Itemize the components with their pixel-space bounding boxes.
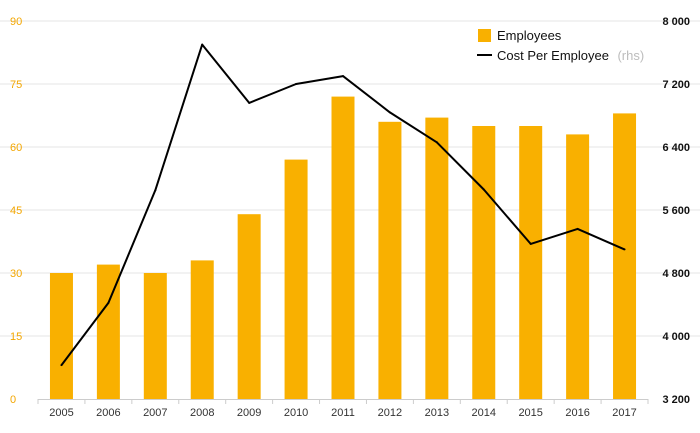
- line-point-2013: [435, 141, 438, 144]
- right-axis-tick-label: 4 000: [662, 331, 690, 343]
- x-axis-tick-label: 2016: [565, 407, 589, 419]
- cost-per-employee-line: [60, 43, 626, 367]
- bar-2006: [96, 264, 120, 399]
- x-axis-tick-label: 2008: [190, 407, 214, 419]
- bar-2012: [378, 121, 402, 400]
- legend: Employees Cost Per Employee (rhs): [477, 28, 644, 64]
- bar-2015: [519, 126, 543, 399]
- line-point-2016: [576, 227, 579, 230]
- x-axis-tick-label: 2007: [143, 407, 167, 419]
- right-axis-tick-label: 5 600: [662, 205, 690, 217]
- right-axis-tick-label: 3 200: [662, 394, 690, 406]
- left-axis-ticks: 0 15 30 45 60 75 90: [10, 16, 22, 406]
- employee-bars: [49, 96, 637, 400]
- bar-2017: [613, 113, 637, 400]
- legend-label-cost-per-employee: Cost Per Employee (rhs): [497, 47, 644, 64]
- line-point-2007: [154, 189, 157, 192]
- right-axis-ticks: 3 200 4 000 4 800 5 600 6 400 7 200 8 000: [662, 16, 690, 406]
- bar-2010: [284, 159, 308, 399]
- bar-2011: [331, 96, 355, 399]
- x-axis-tick-label: 2015: [518, 407, 542, 419]
- left-axis-tick-label: 75: [10, 79, 22, 91]
- line-point-2015: [529, 242, 532, 245]
- x-axis-tick-label: 2005: [49, 407, 73, 419]
- x-axis-tick-label: 2010: [284, 407, 308, 419]
- right-axis-tick-label: 6 400: [662, 142, 690, 154]
- left-axis-tick-label: 30: [10, 268, 22, 280]
- x-axis-tick-label: 2013: [425, 407, 449, 419]
- right-axis-tick-label: 8 000: [662, 16, 690, 28]
- x-axis-tick-label: 2014: [472, 407, 496, 419]
- line-point-2012: [388, 111, 391, 114]
- x-axis-tick-label: 2017: [612, 407, 636, 419]
- bar-2007: [143, 273, 167, 399]
- x-axis-tick-label: 2012: [378, 407, 402, 419]
- x-axis: 2005 2006 2007 2008 2009 2010 2011 2012 2013 2014…: [37, 399, 649, 419]
- x-axis-tick-label: 2006: [96, 407, 120, 419]
- line-point-2005: [60, 364, 63, 367]
- x-axis-tick-label: 2009: [237, 407, 261, 419]
- legend-swatch-employees: [478, 29, 491, 42]
- legend-label-employees: Employees: [497, 28, 562, 43]
- left-axis-tick-label: 90: [10, 16, 22, 28]
- left-axis-tick-label: 15: [10, 331, 22, 343]
- line-point-2010: [295, 83, 298, 85]
- left-axis-tick-label: 0: [10, 394, 16, 406]
- bar-2013: [425, 117, 449, 399]
- bar-2009: [237, 214, 261, 399]
- bar-2005: [49, 273, 73, 399]
- x-axis-tick-label: 2011: [331, 407, 355, 419]
- right-axis-tick-label: 7 200: [662, 79, 690, 91]
- line-point-2009: [248, 101, 251, 104]
- bar-2016: [566, 134, 590, 399]
- line-point-2006: [107, 301, 110, 304]
- line-point-2008: [201, 43, 204, 46]
- line-point-2017: [623, 248, 626, 251]
- right-axis-tick-label: 4 800: [662, 268, 690, 280]
- bar-2014: [472, 126, 496, 399]
- left-axis-tick-label: 60: [10, 142, 22, 154]
- bar-2008: [190, 260, 214, 399]
- line-point-2014: [482, 188, 485, 191]
- left-axis-tick-label: 45: [10, 205, 22, 217]
- line-point-2011: [342, 75, 344, 78]
